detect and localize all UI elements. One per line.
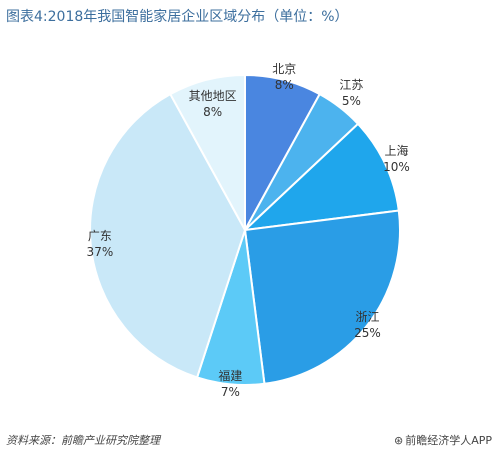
slice-value: 5% <box>341 93 361 108</box>
slice-name: 广东 <box>87 228 112 243</box>
slice-label-5: 广东 37% <box>87 228 114 260</box>
slice-value: 37% <box>86 244 114 259</box>
brand-logo-icon: ⊛ <box>393 434 404 447</box>
slice-label-2: 上海 10% <box>383 143 410 175</box>
source-note: 资料来源：前瞻产业研究院整理 <box>6 434 160 447</box>
slice-label-4: 福建 7% <box>218 368 242 400</box>
slice-value: 8% <box>274 77 294 92</box>
slice-value: 7% <box>220 385 240 400</box>
brand-name: 前瞻经济学人APP <box>405 434 492 447</box>
pie-slice-5 <box>89 92 247 379</box>
pie-slice-6 <box>168 73 246 231</box>
slice-label-1: 江苏 5% <box>339 77 363 109</box>
slice-name: 其他地区 <box>188 88 237 103</box>
pie-slice-3 <box>243 209 402 385</box>
chart-title: 图表4:2018年我国智能家居企业区域分布（单位：%） <box>6 9 349 25</box>
slice-label-3: 浙江 25% <box>354 309 381 341</box>
slice-name: 上海 <box>384 143 409 158</box>
pie-slices <box>89 73 402 387</box>
slice-name: 江苏 <box>339 77 364 92</box>
slice-label-0: 北京 8% <box>272 61 296 93</box>
pie-slice-2 <box>242 122 400 232</box>
slice-value: 25% <box>354 326 381 340</box>
slice-label-6: 其他地区 8% <box>189 88 237 120</box>
slice-name: 福建 <box>218 369 243 384</box>
slice-name: 浙江 <box>355 310 380 324</box>
slice-value: 10% <box>383 159 410 174</box>
brand-credit: ⊛ 前瞻经济学人APP <box>394 432 492 448</box>
slice-name: 北京 <box>272 61 297 76</box>
slice-value: 8% <box>203 104 223 119</box>
